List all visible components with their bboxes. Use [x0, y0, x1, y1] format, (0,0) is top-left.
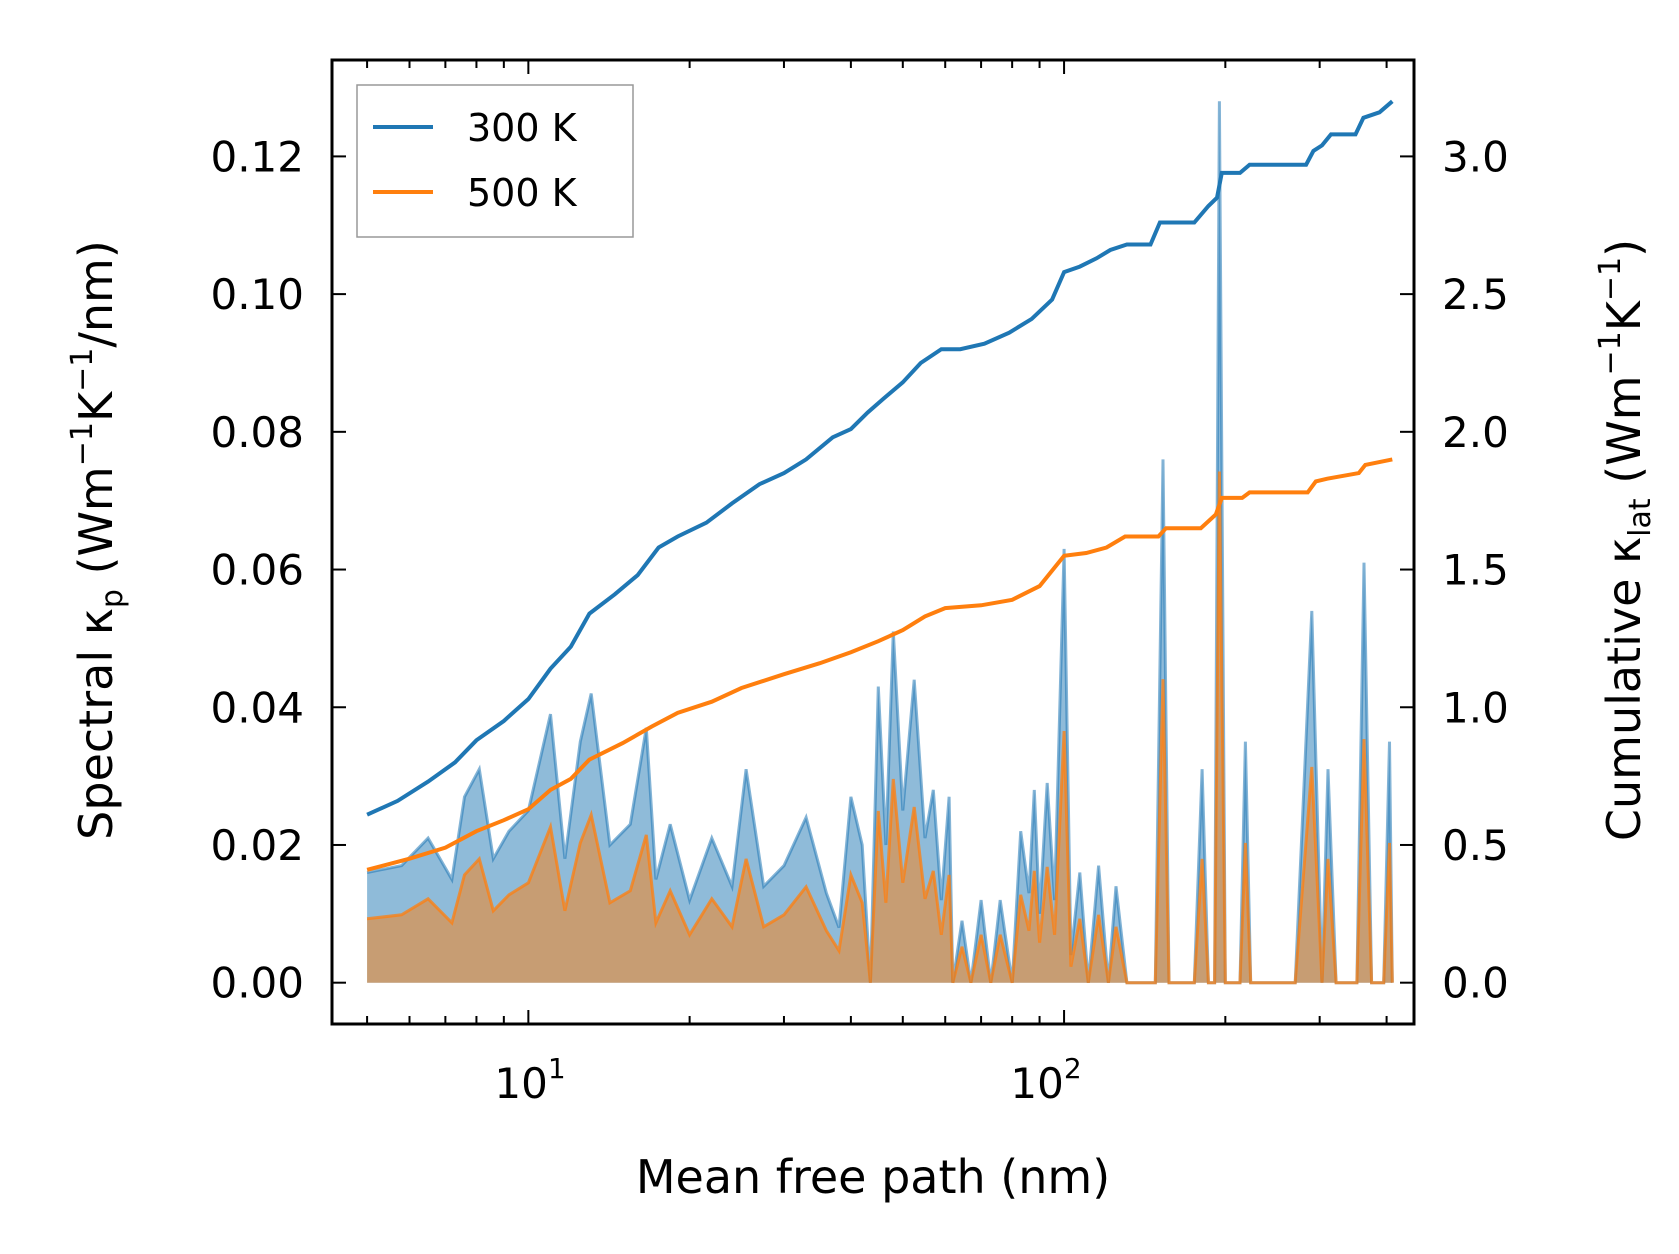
x-axis-title: Mean free path (nm)	[636, 1150, 1110, 1204]
cumulative-line-300K	[366, 99, 1394, 817]
y-left-tick-label: 0.02	[210, 821, 304, 870]
y-left-axis-ticks	[332, 155, 346, 984]
y-right-tick-label: 2.0	[1442, 408, 1509, 457]
legend-box	[356, 84, 634, 238]
y-right-tick-label: 1.5	[1442, 546, 1509, 595]
y-left-tick-label: 0.04	[210, 683, 304, 732]
y-right-axis-ticks	[1400, 155, 1414, 984]
x-tick-label-10: 101	[494, 1052, 565, 1108]
cumulative-line-500K	[366, 457, 1393, 872]
x-axis-ticks	[366, 60, 1388, 1024]
y-left-tick-labels: 0.00 0.02 0.04 0.06 0.08 0.10 0.12	[210, 132, 304, 1007]
y-left-tick-label: 0.08	[210, 408, 304, 457]
y-left-tick-label: 0.00	[210, 959, 304, 1008]
spectral-line-500K	[366, 471, 1394, 985]
y-right-tick-labels: 0.0 0.5 1.0 1.5 2.0 2.5 3.0	[1442, 132, 1509, 1007]
y-left-axis-title: Spectral κp (Wm−1K−1/nm)	[65, 240, 130, 840]
legend-label-500K: 500 K	[467, 171, 578, 215]
legend-label-300K: 300 K	[467, 106, 578, 150]
x-tick-labels: 101 102	[494, 1052, 1081, 1108]
y-right-tick-label: 2.5	[1442, 270, 1509, 319]
x-tick-label-100: 102	[1010, 1052, 1081, 1108]
y-right-tick-label: 0.5	[1442, 821, 1509, 870]
y-right-axis-title: Cumulative κlat (Wm−1K−1)	[1593, 239, 1658, 841]
y-left-tick-label: 0.10	[210, 270, 304, 319]
spectral-fill-500K	[367, 471, 1393, 983]
y-left-tick-label: 0.06	[210, 546, 304, 595]
legend: 300 K 500 K	[356, 84, 634, 238]
y-right-tick-label: 0.0	[1442, 959, 1509, 1008]
y-left-tick-label: 0.12	[210, 132, 304, 181]
fill-area-layer	[367, 101, 1393, 983]
line-layer	[366, 99, 1394, 985]
y-right-tick-label: 1.0	[1442, 683, 1509, 732]
y-right-tick-label: 3.0	[1442, 132, 1509, 181]
plot-frame	[330, 58, 1416, 1026]
